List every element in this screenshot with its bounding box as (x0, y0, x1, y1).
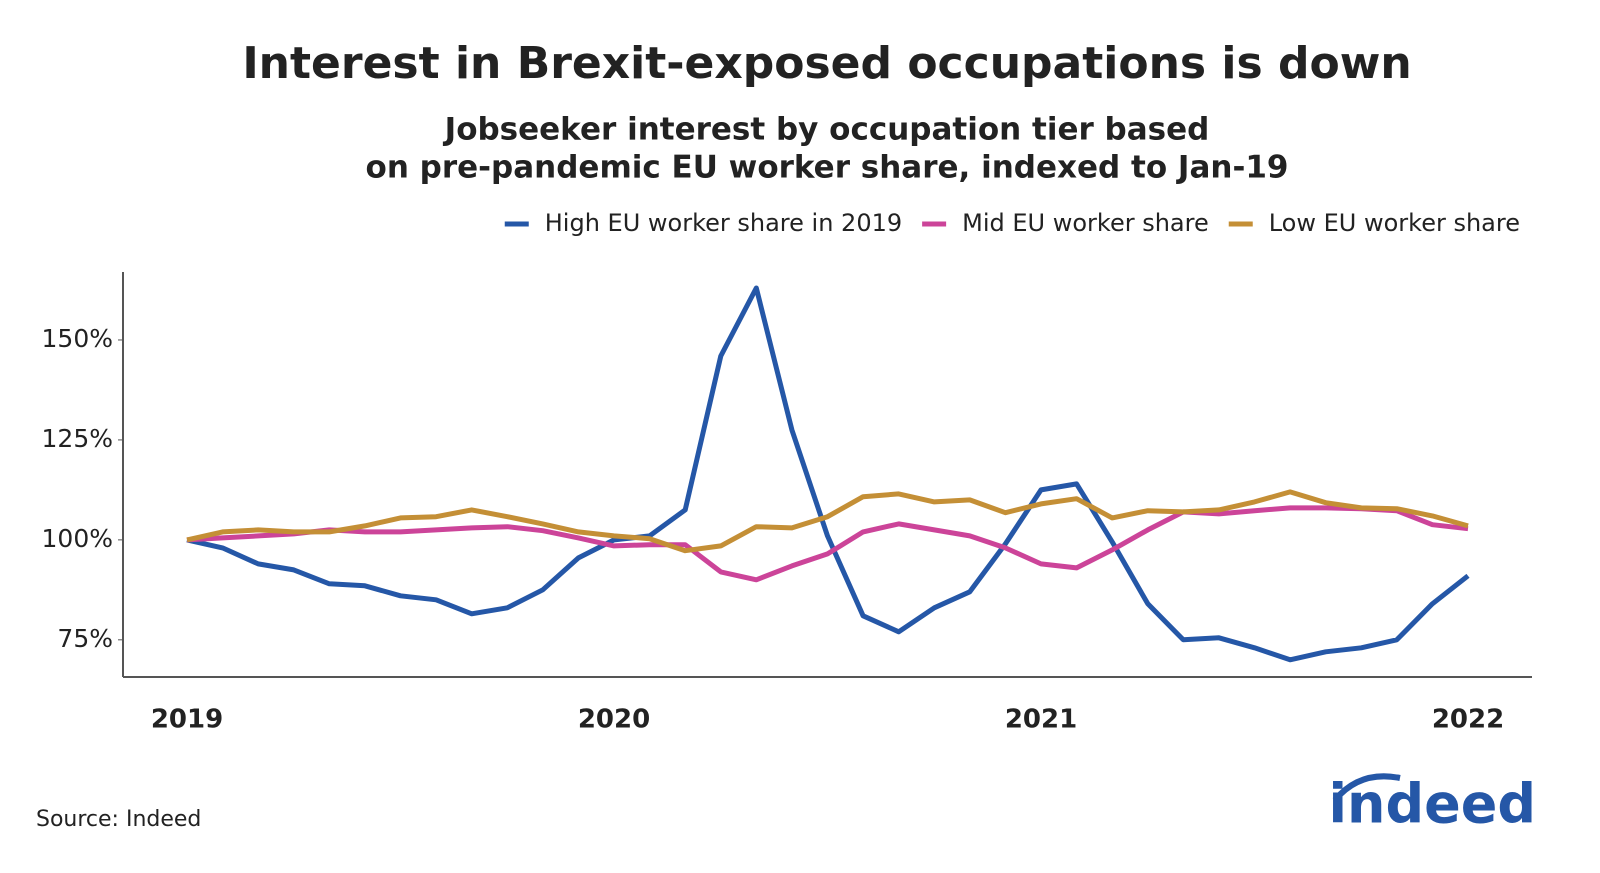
y-tick-label: 100% (42, 524, 113, 553)
logo-arc (1332, 773, 1401, 802)
line-series (186, 489, 1469, 554)
y-tick-label: 125% (42, 424, 113, 453)
chart-subtitle: on pre-pandemic EU worker share, indexed… (366, 150, 1289, 186)
x-tick-label: 2022 (1432, 705, 1504, 735)
logo: indeed (1328, 773, 1536, 836)
legend-label: Low EU worker share (1269, 209, 1520, 237)
legend-label: Mid EU worker share (962, 209, 1209, 237)
x-tick-label: 2021 (1005, 705, 1077, 735)
chart-subtitle: Jobseeker interest by occupation tier ba… (443, 112, 1210, 148)
x-tick-label: 2020 (578, 705, 650, 735)
y-tick-label: 75% (57, 624, 113, 653)
source: Source: Indeed (36, 807, 201, 832)
chart-title: Interest in Brexit-exposed occupations i… (242, 38, 1411, 89)
line-series (186, 285, 1470, 663)
y-tick-label: 150% (42, 324, 113, 353)
line-series (186, 505, 1469, 583)
legend-label: High EU worker share in 2019 (545, 209, 902, 237)
x-tick-label: 2019 (151, 705, 223, 735)
